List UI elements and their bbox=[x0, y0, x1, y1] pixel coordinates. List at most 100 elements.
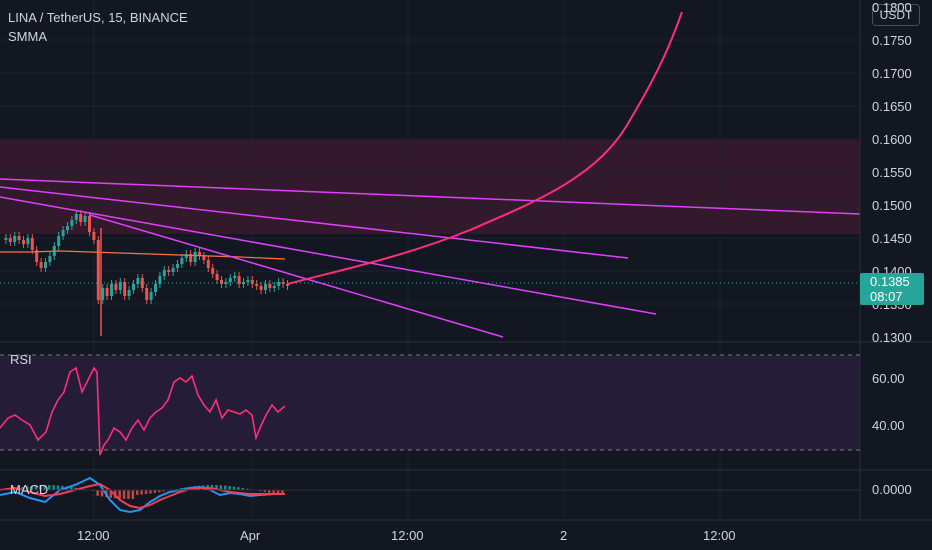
price-label: 0.1500 bbox=[872, 198, 912, 213]
candle-body bbox=[149, 292, 153, 300]
currency-button[interactable]: USDT bbox=[872, 4, 920, 26]
candle-body bbox=[272, 286, 276, 288]
candle-body bbox=[189, 254, 193, 262]
price-label: 0.1750 bbox=[872, 33, 912, 48]
rsi-band bbox=[0, 355, 860, 450]
candle-body bbox=[118, 282, 122, 290]
candle-body bbox=[30, 238, 34, 250]
macd-histogram-bar bbox=[272, 490, 275, 494]
macd-histogram-bar bbox=[219, 485, 223, 490]
macd-histogram-bar bbox=[140, 490, 143, 495]
price-label: 0.1600 bbox=[872, 132, 912, 147]
smma-indicator-label[interactable]: SMMA bbox=[8, 29, 47, 44]
current-price-tag: 0.1385 08:07 bbox=[860, 273, 924, 305]
candle-body bbox=[206, 260, 210, 268]
macd-histogram-bar bbox=[158, 490, 161, 493]
candle-body bbox=[255, 284, 259, 286]
macd-histogram-bar bbox=[281, 490, 284, 495]
candle-body bbox=[211, 268, 215, 274]
macd-histogram-bar bbox=[127, 490, 130, 499]
candle-body bbox=[154, 284, 157, 292]
candle-body bbox=[277, 282, 281, 286]
time-label: 12:00 bbox=[77, 528, 110, 543]
rsi-label[interactable]: RSI bbox=[10, 352, 32, 367]
candle-body bbox=[167, 270, 171, 272]
price-label: 0.1450 bbox=[872, 231, 912, 246]
candle-body bbox=[79, 214, 83, 222]
rsi-line bbox=[0, 366, 286, 456]
macd-histogram-bar bbox=[122, 490, 126, 499]
candle-body bbox=[96, 240, 100, 300]
trendlines bbox=[0, 178, 861, 338]
candle-body bbox=[250, 280, 254, 284]
macd-histogram-bar bbox=[131, 490, 135, 499]
candle-body bbox=[57, 236, 61, 246]
rsi-axis-label: 40.00 bbox=[872, 418, 905, 433]
candle-body bbox=[92, 232, 96, 240]
symbol-title[interactable]: LINA / TetherUS, 15, BINANCE bbox=[8, 10, 188, 25]
candle-body bbox=[136, 278, 140, 284]
candle-body bbox=[132, 284, 135, 290]
candle-body bbox=[264, 284, 267, 290]
current-price-value: 0.1385 bbox=[870, 274, 910, 289]
horizontal-grid bbox=[0, 39, 860, 305]
candle-body bbox=[123, 282, 127, 296]
candle-body bbox=[246, 280, 250, 282]
macd-histogram-bar bbox=[48, 485, 51, 490]
macd-label[interactable]: MACD bbox=[10, 482, 49, 497]
macd-signal-line bbox=[0, 482, 285, 510]
macd-histogram-bar bbox=[175, 488, 179, 490]
macd-axis-label: 0.0000 bbox=[872, 482, 912, 497]
candle-body bbox=[4, 238, 8, 240]
macd-histogram-bar bbox=[56, 485, 60, 490]
macd-histogram-bar bbox=[215, 485, 218, 490]
candle-body bbox=[70, 220, 74, 226]
candle-body bbox=[145, 288, 149, 300]
projection-curve bbox=[287, 11, 683, 285]
macd-histogram-bar bbox=[100, 490, 104, 497]
candle-body bbox=[140, 278, 144, 288]
macd-histogram-bar bbox=[26, 486, 29, 490]
macd-histogram-bar bbox=[268, 490, 271, 493]
macd-histogram-bar bbox=[228, 486, 231, 490]
macd-histogram-bar bbox=[259, 490, 262, 492]
candle-body bbox=[233, 276, 237, 278]
candle-body bbox=[114, 284, 118, 290]
candle-body bbox=[110, 284, 113, 296]
candle-body bbox=[88, 216, 91, 232]
bar-countdown: 08:07 bbox=[870, 289, 903, 304]
candle-body bbox=[158, 276, 162, 284]
candle-body bbox=[180, 258, 184, 264]
macd-histogram-bar bbox=[52, 485, 55, 490]
candle-body bbox=[281, 282, 285, 284]
candle-body bbox=[35, 250, 39, 262]
time-label: 12:00 bbox=[391, 528, 424, 543]
candle-body bbox=[44, 262, 47, 268]
price-label: 0.1300 bbox=[872, 330, 912, 345]
candle-body bbox=[8, 238, 12, 242]
candlestick-series bbox=[4, 210, 289, 336]
candle-body bbox=[215, 274, 219, 280]
macd-histogram-bar bbox=[43, 485, 47, 490]
candle-body bbox=[39, 262, 43, 268]
macd-histogram-bar bbox=[241, 487, 245, 490]
candle-body bbox=[22, 240, 25, 244]
candle-body bbox=[268, 284, 272, 288]
candle-body bbox=[242, 282, 245, 284]
macd-histogram-bar bbox=[153, 490, 157, 493]
macd-histogram-bar bbox=[246, 488, 249, 490]
macd-histogram-bar bbox=[39, 485, 42, 490]
macd-histogram-bar bbox=[144, 490, 148, 495]
macd-histogram-bar bbox=[232, 486, 236, 490]
macd-histogram-bar bbox=[30, 485, 33, 490]
candle-body bbox=[17, 236, 21, 240]
candle-body bbox=[13, 236, 17, 242]
macd-histogram-bar bbox=[136, 490, 139, 495]
candle-body bbox=[228, 278, 232, 282]
candle-body bbox=[162, 270, 166, 276]
macd-histogram-bar bbox=[162, 490, 165, 492]
candle-body bbox=[127, 290, 131, 296]
time-label: 12:00 bbox=[703, 528, 736, 543]
price-label: 0.1650 bbox=[872, 99, 912, 114]
